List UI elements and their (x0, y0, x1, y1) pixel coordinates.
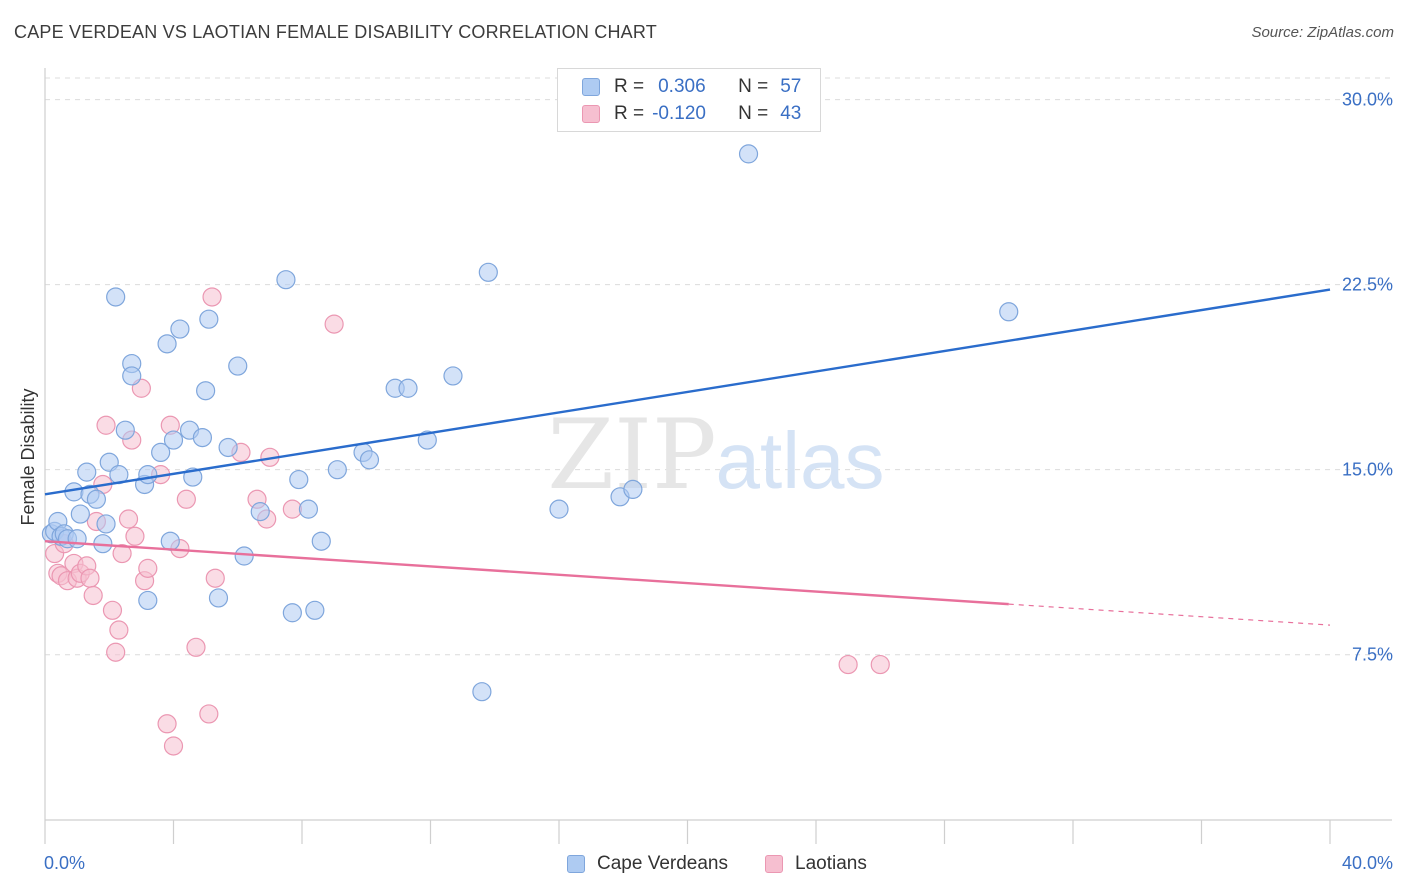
legend-r-value: -0.120 (652, 103, 706, 124)
y-tick-label: 15.0% (1342, 460, 1393, 480)
legend-n-label: N = (738, 76, 769, 97)
y-tick-label: 30.0% (1342, 90, 1393, 110)
bottom-legend-swatch-blue (567, 855, 585, 873)
laotian-point (205, 568, 225, 588)
cape-verdean-point (138, 590, 158, 611)
cape-verdean-point (208, 588, 229, 608)
cape-verdean-point (228, 356, 248, 376)
laotian-point (80, 568, 100, 588)
cape-verdean-point (738, 144, 759, 164)
cape-verdean-point (96, 514, 116, 534)
cape-verdean-point (359, 450, 380, 470)
laotian-point (102, 600, 123, 620)
laotian-point (109, 620, 129, 640)
cape-verdean-point (115, 420, 135, 440)
laotian-point (324, 314, 344, 334)
laotian-point (106, 642, 126, 662)
laotian-point (163, 736, 184, 756)
bottom-legend-cape-verdeans: Cape Verdeans (567, 851, 728, 877)
cape-verdean-point (218, 437, 238, 458)
cape-verdean-point (289, 469, 309, 490)
cape-verdean-point (67, 529, 87, 549)
cape-verdean-point (157, 334, 177, 354)
legend-r-value: 0.306 (658, 76, 706, 97)
x-tick-label: 40.0% (1342, 853, 1393, 873)
cape-verdean-point (234, 546, 254, 566)
cape-verdean-point (298, 499, 319, 519)
cape-verdean-point (478, 262, 498, 282)
axes (44, 68, 1392, 844)
bottom-legend-label: Laotians (795, 853, 867, 874)
bottom-legend-laotians: Laotians (765, 851, 867, 877)
cape-verdean-point (282, 603, 302, 623)
cape-verdean-point (398, 378, 418, 398)
laotians-points (45, 287, 890, 756)
legend-n-label: N = (738, 103, 769, 124)
cape-verdean-point (77, 462, 97, 482)
cape-verdeans-trend-line (44, 288, 1331, 496)
laotian-point (118, 509, 139, 529)
bottom-legend-label: Cape Verdeans (597, 853, 728, 874)
legend-swatch-pink (582, 105, 600, 123)
cape-verdean-point (199, 309, 219, 329)
x-tick-label: 0.0% (44, 853, 85, 873)
cape-verdean-point (106, 287, 126, 307)
legend-swatch-blue (582, 78, 600, 96)
legend-n-value: 57 (780, 76, 802, 97)
cape-verdean-point (549, 499, 569, 519)
cape-verdean-point (192, 427, 213, 448)
cape-verdean-point (138, 465, 158, 485)
watermark-atlas: atlas (716, 416, 885, 505)
legend-r-label: R = (614, 76, 645, 97)
bottom-legend-swatch-pink (765, 855, 783, 873)
stats-legend: R = 0.306 N = 57 R = -0.120 N = 43 (557, 68, 821, 132)
laotian-point (202, 287, 222, 307)
laotian-point (838, 654, 858, 675)
laotian-point (125, 526, 145, 546)
laotian-point (199, 704, 219, 724)
laotian-point (83, 585, 103, 606)
cape-verdean-point (623, 479, 643, 500)
legend-n-value: 43 (780, 103, 802, 124)
cape-verdean-point (250, 502, 270, 522)
legend-row-cape-verdeans: R = 0.306 N = 57 (582, 75, 801, 99)
laotians-trend-line-extension (1008, 603, 1331, 626)
laotian-point (96, 415, 116, 435)
cape-verdean-point (170, 319, 190, 339)
trend-lines (44, 288, 1331, 626)
cape-verdean-point (276, 270, 296, 290)
y-tick-label: 7.5% (1352, 645, 1393, 665)
chart-title: CAPE VERDEAN VS LAOTIAN FEMALE DISABILIT… (14, 22, 657, 42)
laotian-point (186, 637, 206, 657)
legend-r-label: R = (614, 103, 645, 124)
legend-row-laotians: R = -0.120 N = 43 (582, 102, 801, 126)
y-tick-label: 22.5% (1342, 275, 1393, 295)
cape-verdean-point (151, 442, 171, 463)
laotian-point (870, 654, 890, 675)
laotian-point (176, 489, 196, 509)
watermark: ZIP atlas (547, 399, 884, 511)
cape-verdean-point (311, 531, 331, 551)
y-axis-label: Female Disability (18, 388, 38, 525)
cape-verdean-point (86, 489, 107, 509)
cape-verdean-point (417, 430, 437, 450)
laotian-point (282, 499, 302, 519)
cape-verdean-point (327, 460, 347, 480)
cape-verdean-point (443, 366, 463, 386)
cape-verdean-point (999, 302, 1019, 322)
cape-verdean-point (305, 600, 325, 620)
laotians-trend-line (44, 540, 1009, 606)
cape-verdean-point (163, 430, 184, 450)
cape-verdean-point (196, 381, 216, 401)
cape-verdean-point (472, 682, 492, 702)
tick-labels: 7.5% 15.0% 22.5% 30.0% 0.0% 40.0% (44, 90, 1393, 873)
cape-verdean-point (122, 366, 142, 386)
laotian-point (157, 714, 177, 734)
laotian-point (112, 543, 132, 564)
source-label: Source: ZipAtlas.com (1251, 24, 1394, 41)
cape-verdean-point (70, 504, 90, 524)
cape-verdean-point (160, 531, 180, 551)
laotian-point (138, 558, 158, 578)
